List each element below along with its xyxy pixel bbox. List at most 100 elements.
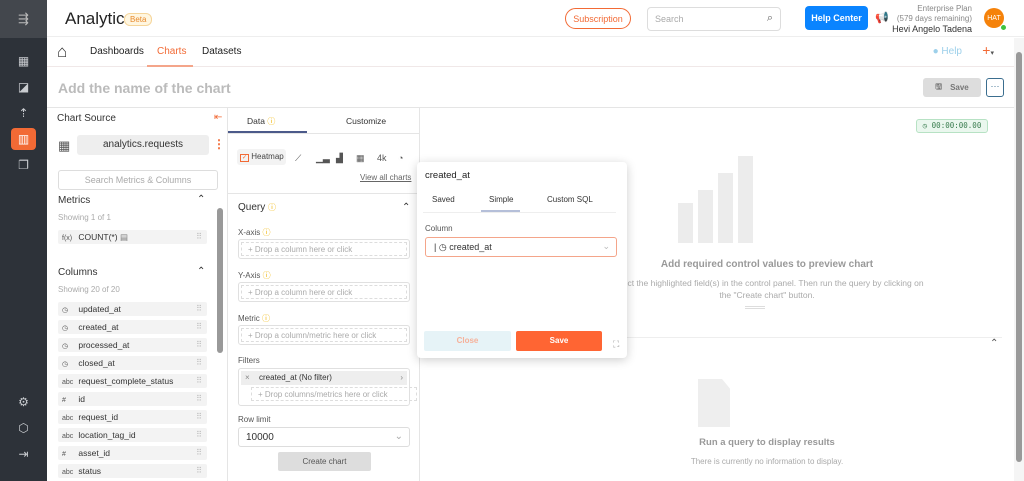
logout-icon[interactable]: ⇥ <box>18 447 29 461</box>
avatar[interactable]: HAT <box>984 8 1004 28</box>
view-all-charts-link[interactable]: View all charts <box>360 173 412 182</box>
documents-icon[interactable]: ❐ <box>18 158 29 172</box>
column-item[interactable]: abc request_complete_status ⠿ <box>58 374 207 388</box>
filter-tag[interactable]: × created_at (No filter) › <box>241 371 407 385</box>
home-icon[interactable]: ⌂ <box>57 42 68 61</box>
run-query-message: Run a query to display results <box>699 437 835 448</box>
drag-handle-icon[interactable]: ⠿ <box>196 430 202 439</box>
area-chart-icon[interactable]: ▟ <box>336 153 343 163</box>
search-input[interactable]: Search ⌕ <box>647 7 781 31</box>
expand-icon[interactable]: ⛶ <box>613 339 620 349</box>
table-small-icon: ▤ <box>119 232 128 242</box>
row-limit-select[interactable]: 10000 ⌄ <box>238 427 410 447</box>
page-scrollbar[interactable] <box>1014 38 1024 481</box>
drag-handle-icon[interactable]: ⠿ <box>196 304 202 313</box>
tab-customize[interactable]: Customize <box>346 116 387 126</box>
column-item[interactable]: ◷ processed_at ⠿ <box>58 338 207 352</box>
package-icon[interactable]: ⬡ <box>18 421 29 435</box>
menu-toggle-icon[interactable]: ⇶ <box>0 0 47 38</box>
sidebar: ⇶ ▦ ◪ ⇡ ▥ ❐ ⚙ ⬡ ⇥ <box>0 0 47 481</box>
line-chart-icon[interactable]: ⟋ <box>295 153 302 163</box>
left-panel-scrollbar[interactable] <box>217 208 223 353</box>
column-item[interactable]: abc status ⠿ <box>58 464 207 478</box>
metrics-columns-search[interactable]: Search Metrics & Columns <box>58 170 218 190</box>
bar-chart-icon[interactable]: ▁▃ <box>316 153 330 163</box>
drag-handle-icon[interactable]: ⠿ <box>196 394 202 403</box>
chevron-right-icon[interactable]: › <box>400 373 403 382</box>
drag-handle-icon[interactable]: ⠿ <box>196 358 202 367</box>
drag-handle-icon[interactable]: ⠿ <box>196 340 202 349</box>
tab-dashboards[interactable]: Dashboards <box>90 46 144 57</box>
help-center-button[interactable]: Help Center <box>805 6 868 30</box>
placeholder-bar <box>678 203 693 243</box>
timer-value: 00:00:00.00 <box>931 121 982 130</box>
settings-icon[interactable]: ⚙ <box>18 395 29 409</box>
big-number-chart[interactable]: 4k <box>377 153 387 163</box>
dataset-menu-icon[interactable]: ⋮ <box>213 137 225 151</box>
filters-dropzone[interactable]: + Drop columns/metrics here or click <box>251 385 417 403</box>
tab-custom-sql[interactable]: Custom SQL <box>547 195 593 204</box>
tab-charts[interactable]: Charts <box>157 46 187 57</box>
charts-nav-icon[interactable]: ◪ <box>17 80 30 94</box>
y-axis-label: Y-Axis ⓘ <box>238 270 271 281</box>
more-options-button[interactable]: ··· <box>986 78 1004 97</box>
resize-handle[interactable] <box>745 306 765 309</box>
subscription-button[interactable]: Subscription <box>565 8 631 29</box>
scrollbar-thumb[interactable] <box>1016 52 1022 462</box>
upload-icon[interactable]: ⇡ <box>18 106 29 120</box>
filter-tag-text: created_at (No filter) <box>259 373 332 382</box>
tab-saved[interactable]: Saved <box>432 195 455 204</box>
create-chart-button[interactable]: Create chart <box>278 452 371 471</box>
results-collapse-icon[interactable]: ⌃ <box>990 338 999 349</box>
column-item[interactable]: abc request_id ⠿ <box>58 410 207 424</box>
drag-handle-icon[interactable]: ⠿ <box>196 412 202 421</box>
add-button[interactable]: +▾ <box>982 42 994 58</box>
save-chart-button[interactable]: 🖫 Save <box>923 78 981 97</box>
column-item[interactable]: abc location_tag_id ⠿ <box>58 428 207 442</box>
close-button[interactable]: Close <box>424 331 511 351</box>
metric-item[interactable]: f(x) COUNT(*) ▤ ⠿ <box>58 230 207 244</box>
tab-datasets[interactable]: Datasets <box>202 46 242 57</box>
tab-data[interactable]: Data ⓘ <box>247 116 275 127</box>
column-name: created_at <box>78 322 119 332</box>
dashboard-icon[interactable]: ▦ <box>17 54 30 68</box>
collapse-panel-icon[interactable]: ⇤ <box>214 112 223 123</box>
x-axis-text: X-axis <box>238 228 261 237</box>
chevron-down-icon: ⌄ <box>394 431 403 442</box>
save-button[interactable]: Save <box>516 331 602 351</box>
column-item[interactable]: # id ⠿ <box>58 392 207 406</box>
chevron-down-icon: ⌄ <box>602 241 610 251</box>
metrics-collapse-icon[interactable]: ⌃ <box>197 194 206 205</box>
dataset-selector[interactable]: analytics.requests <box>77 135 209 155</box>
remove-filter-icon[interactable]: × <box>245 373 250 382</box>
y-axis-text: Y-Axis <box>238 271 261 280</box>
drag-handle-icon[interactable]: ⠿ <box>196 322 202 331</box>
announcement-icon[interactable]: 📢 <box>875 12 889 24</box>
chart-type-heatmap[interactable]: ✓ Heatmap <box>237 149 286 165</box>
warning-icon: ⓘ <box>262 228 271 237</box>
columns-collapse-icon[interactable]: ⌃ <box>197 266 206 277</box>
column-item[interactable]: ◷ updated_at ⠿ <box>58 302 207 316</box>
tab-simple[interactable]: Simple <box>489 195 514 204</box>
x-axis-dropzone[interactable]: + Drop a column here or click <box>238 239 410 259</box>
text-type-icon: abc <box>62 415 74 422</box>
active-tab-indicator <box>147 65 193 67</box>
metric-text: Metric <box>238 314 260 323</box>
help-link[interactable]: ● Help <box>932 46 962 57</box>
column-item[interactable]: ◷ closed_at ⠿ <box>58 356 207 370</box>
table-icon[interactable]: ▦ <box>356 153 365 163</box>
y-axis-dropzone[interactable]: + Drop a column here or click <box>238 282 410 302</box>
drag-handle-icon[interactable]: ⠿ <box>196 232 202 241</box>
column-select[interactable]: | ◷ created_at ⌄ <box>425 237 617 257</box>
column-item[interactable]: ◷ created_at ⠿ <box>58 320 207 334</box>
drag-handle-icon[interactable]: ⠿ <box>196 448 202 457</box>
query-collapse-icon[interactable]: ⌃ <box>402 202 411 213</box>
pie-chart-icon[interactable]: ◔ <box>398 153 404 163</box>
active-tab-indicator <box>481 210 520 212</box>
metric-dropzone[interactable]: + Drop a column/metric here or click <box>238 325 410 345</box>
drag-handle-icon[interactable]: ⠿ <box>196 376 202 385</box>
column-item[interactable]: # asset_id ⠿ <box>58 446 207 460</box>
drag-handle-icon[interactable]: ⠿ <box>196 466 202 475</box>
analytics-icon[interactable]: ▥ <box>11 128 36 150</box>
chart-name-input[interactable]: Add the name of the chart <box>58 80 231 96</box>
